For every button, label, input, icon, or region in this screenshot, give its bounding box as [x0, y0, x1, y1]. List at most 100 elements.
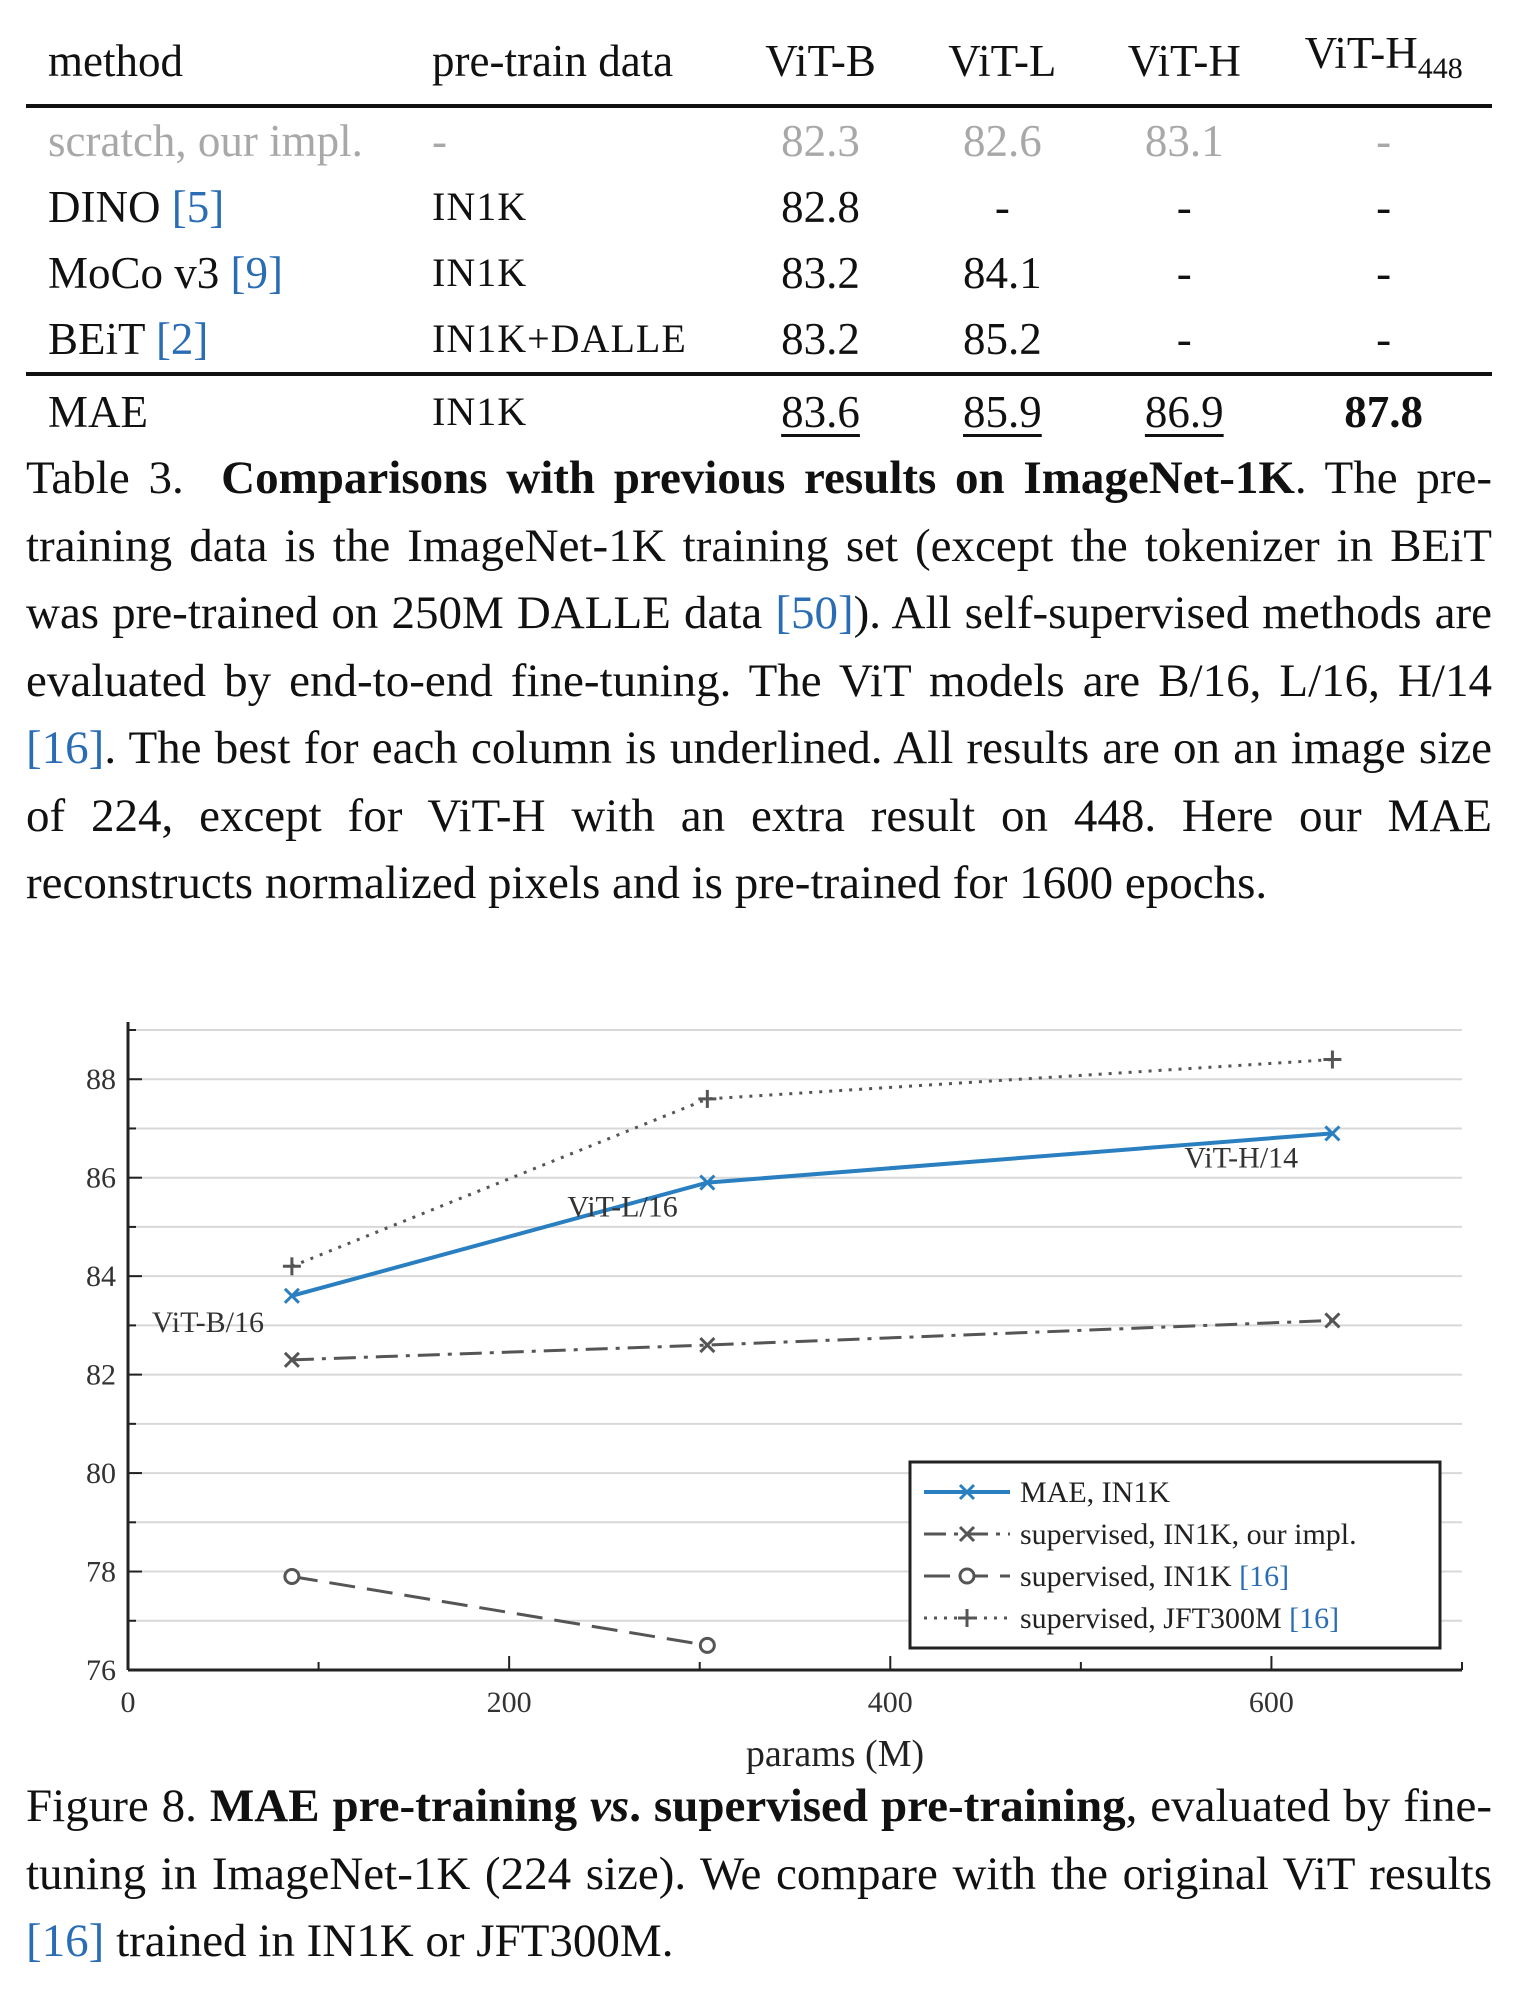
citation-link[interactable]: [2] [155, 314, 209, 364]
header-pretrain-data: pre-train data [432, 18, 730, 108]
point-label: ViT-L/16 [567, 1191, 677, 1224]
marker-circle [958, 1567, 976, 1585]
data-point [699, 1174, 716, 1191]
table-caption-label: Table 3. [26, 452, 184, 504]
row-data: - [432, 116, 448, 166]
table-row-mae: MAE IN1K 83.6 85.9 86.9 87.8 [26, 372, 1492, 448]
citation-link[interactable]: [16] [26, 722, 105, 774]
marker-stroke [699, 1337, 716, 1354]
row-vit-b: 82.8 [781, 182, 860, 232]
citation-link[interactable]: [9] [230, 248, 284, 298]
results-table: method pre-train data ViT-B ViT-L ViT-H … [26, 18, 1492, 448]
row-vit-h: - [1176, 182, 1192, 232]
data-point [283, 1567, 301, 1585]
table-row: BEiT [2] IN1K+DALLE 83.2 85.2 - - [26, 306, 1492, 374]
header-vit-h448-sub: 448 [1417, 52, 1463, 85]
row-method: MoCo v3 [9] [48, 248, 284, 298]
table-caption: Table 3. Comparisons with previous resul… [26, 452, 1493, 909]
row-vit-l: 85.9 [911, 372, 1094, 448]
y-tick-label: 88 [86, 1063, 116, 1096]
row-vit-b: 83.6 [729, 372, 912, 448]
citation-link[interactable]: [16] [26, 1915, 105, 1967]
row-data: IN1K [432, 372, 730, 448]
figure-caption-title: MAE pre-training vs. supervised pre-trai… [209, 1780, 1126, 1832]
header-vit-l: ViT-L [911, 18, 1094, 108]
y-tick-label: 78 [86, 1556, 116, 1589]
legend-marker [958, 1525, 976, 1543]
figure-caption-label: Figure 8. [26, 1780, 197, 1832]
legend-entry: supervised, IN1K, our impl. [924, 1518, 1357, 1551]
table-caption-title: Comparisons with previous results on Ima… [221, 452, 1295, 504]
x-tick-label: 0 [121, 1686, 136, 1719]
marker-circle [698, 1636, 716, 1654]
row-vit-h448: 87.8 [1275, 372, 1492, 448]
row-vit-h448: - [1376, 182, 1392, 232]
y-tick-label: 76 [86, 1654, 116, 1687]
legend-label: supervised, IN1K [16] [1020, 1560, 1289, 1593]
citation-link[interactable]: [16] [1239, 1560, 1289, 1593]
row-vit-l: - [994, 182, 1010, 232]
data-point [283, 1351, 300, 1368]
citation-link[interactable]: [5] [171, 182, 225, 232]
marker-stroke [1324, 1125, 1341, 1142]
series-line-1 [291, 1318, 1333, 1362]
row-vit-h: 83.1 [1144, 116, 1224, 166]
table-row: MoCo v3 [9] IN1K 83.2 84.1 - - [26, 240, 1492, 306]
row-vit-b: 83.2 [781, 314, 860, 364]
data-point [1324, 1125, 1341, 1142]
row-method: scratch, our impl. [48, 116, 363, 166]
data-point [698, 1636, 716, 1654]
citation-link[interactable]: [50] [775, 587, 854, 639]
data-point [1324, 1312, 1341, 1329]
legend-label: supervised, IN1K, our impl. [1020, 1518, 1357, 1551]
row-vit-h448: - [1376, 248, 1392, 298]
y-tick-label: 80 [86, 1457, 116, 1490]
legend-entry: supervised, IN1K [16] [924, 1560, 1289, 1593]
marker-stroke [1324, 1312, 1341, 1329]
legend-entry: supervised, JFT300M [16] [924, 1602, 1339, 1635]
figure-8-chart: 76 78 80 82 84 86 88 0 200 400 600 params (M) ViT-B… [0, 1000, 1528, 1780]
row-vit-h: - [1176, 314, 1192, 364]
legend-marker [958, 1483, 976, 1501]
row-vit-h: 86.9 [1093, 372, 1276, 448]
marker-circle [283, 1567, 301, 1585]
legend-marker [958, 1609, 976, 1627]
table-row: DINO [5] IN1K 82.8 - - - [26, 174, 1492, 240]
table-row: scratch, our impl. - 82.3 82.6 83.1 - [26, 106, 1492, 174]
row-vit-b: 83.2 [781, 248, 860, 298]
y-tick-label: 84 [86, 1260, 116, 1293]
x-tick-label: 200 [487, 1686, 532, 1719]
row-data: IN1K+DALLE [432, 316, 687, 361]
row-vit-l: 84.1 [963, 248, 1042, 298]
row-vit-h: - [1176, 248, 1192, 298]
data-point [699, 1337, 716, 1354]
legend-marker [958, 1567, 976, 1585]
x-tick-label: 600 [1249, 1686, 1294, 1719]
chart-svg: 76 78 80 82 84 86 88 0 200 400 600 params (M) ViT-B… [86, 1022, 1463, 1775]
data-point [698, 1089, 717, 1108]
row-vit-h448: - [1376, 314, 1392, 364]
citation-link[interactable]: [16] [1289, 1602, 1339, 1635]
marker-stroke [699, 1174, 716, 1191]
figure-caption: Figure 8. MAE pre-training vs. supervise… [26, 1780, 1493, 1967]
point-label: ViT-H/14 [1184, 1141, 1298, 1174]
table-header-row: method pre-train data ViT-B ViT-L ViT-H … [26, 18, 1492, 108]
y-tick-label: 82 [86, 1359, 116, 1392]
legend-label: supervised, JFT300M [16] [1020, 1602, 1339, 1635]
row-data: IN1K [432, 184, 528, 229]
marker-stroke [958, 1525, 976, 1543]
x-tick-label: 400 [868, 1686, 913, 1719]
legend-entry: MAE, IN1K [924, 1476, 1170, 1509]
series-line-3 [291, 1058, 1333, 1268]
header-vit-h448: ViT-H448 [1275, 18, 1492, 108]
series-line-0 [291, 1131, 1333, 1298]
header-vit-b: ViT-B [729, 18, 912, 108]
data-point [1323, 1050, 1342, 1069]
legend-label: MAE, IN1K [1020, 1476, 1170, 1509]
row-vit-l: 85.2 [963, 314, 1042, 364]
data-point [282, 1257, 301, 1276]
x-axis-title: params (M) [746, 1733, 924, 1775]
header-vit-h: ViT-H [1093, 18, 1276, 108]
row-data: IN1K [432, 250, 528, 295]
